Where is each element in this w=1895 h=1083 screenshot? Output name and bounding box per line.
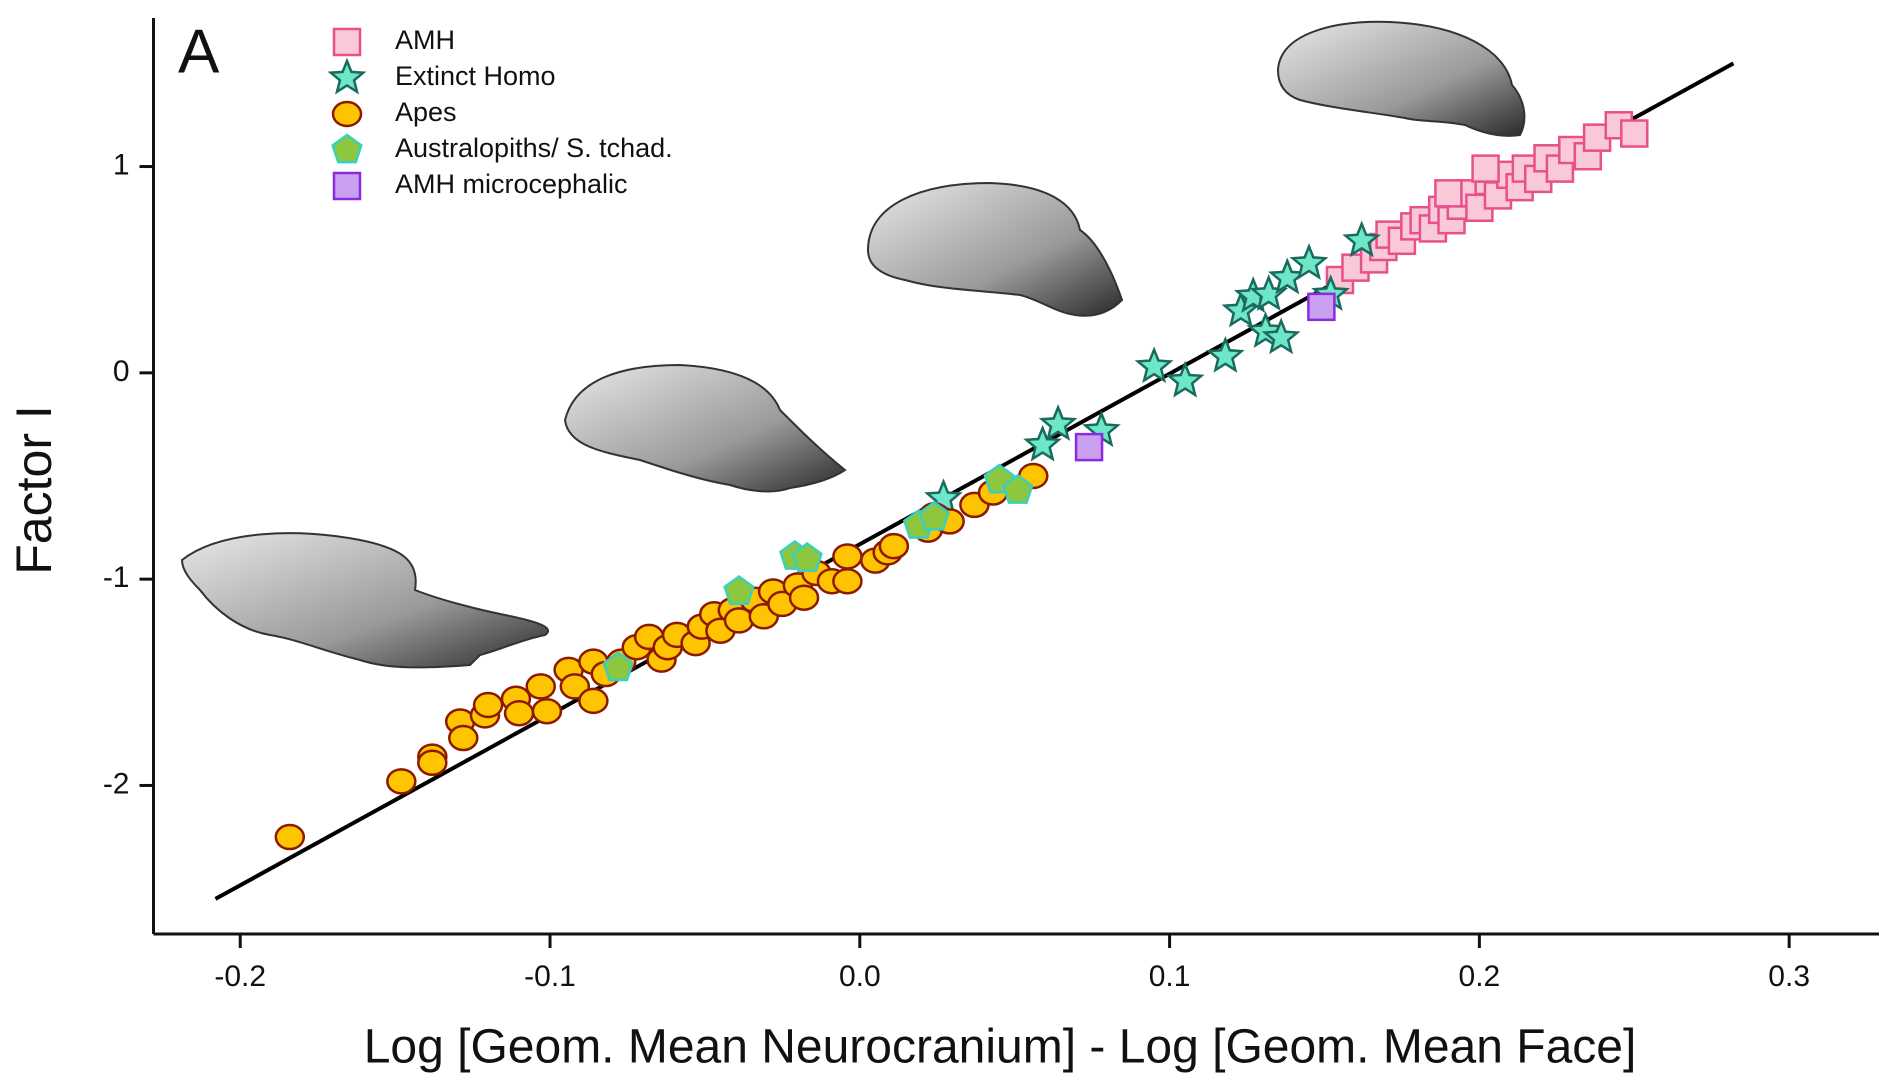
x-tick-label: 0.0 <box>839 960 881 993</box>
point <box>878 532 910 560</box>
y-tick-label: 0 <box>113 355 130 388</box>
point <box>448 724 479 752</box>
y-tick-label: 1 <box>113 148 130 181</box>
skull-modern-human <box>1276 20 1526 137</box>
panel-label: A <box>178 17 220 86</box>
legend-text: Australopiths/ S. tchad. <box>395 133 673 163</box>
point <box>525 673 556 700</box>
point <box>386 768 417 795</box>
y-tick-label: -1 <box>103 561 130 594</box>
skull-ape <box>180 532 550 669</box>
legend-text: Extinct Homo <box>395 61 556 91</box>
point <box>503 700 535 727</box>
skull-australopith <box>563 363 847 493</box>
y-axis-label: Factor I <box>6 405 62 574</box>
skull-illustrations <box>180 20 1526 669</box>
legend-marker <box>331 133 363 164</box>
point <box>274 823 306 851</box>
legend-marker <box>327 57 367 95</box>
legend-marker <box>331 100 363 128</box>
legend-marker <box>332 27 362 57</box>
point <box>832 567 863 595</box>
point <box>918 500 950 531</box>
x-tick-label: -0.1 <box>524 960 576 993</box>
x-tick-label: 0.2 <box>1459 960 1501 993</box>
legend-text: AMH microcephalic <box>395 169 628 199</box>
point <box>472 691 504 719</box>
point <box>417 749 448 777</box>
point <box>832 543 863 570</box>
point <box>1038 404 1078 441</box>
x-tick-label: 0.3 <box>1768 960 1810 993</box>
legend-marker <box>332 171 362 201</box>
y-tick-label: -2 <box>103 767 130 800</box>
x-tick-label: 0.1 <box>1149 960 1191 993</box>
point <box>1620 119 1649 148</box>
point <box>602 651 634 682</box>
point <box>788 584 820 611</box>
point <box>791 541 823 572</box>
point <box>1023 424 1062 462</box>
point <box>578 687 609 715</box>
point <box>723 574 755 605</box>
legend-text: Apes <box>395 97 457 127</box>
point <box>1289 243 1329 281</box>
legend-text: AMH <box>395 25 455 55</box>
skull-homo-erectus <box>866 181 1124 317</box>
point <box>1134 346 1174 384</box>
point <box>1206 335 1245 373</box>
point <box>1261 317 1301 355</box>
point <box>1307 292 1336 322</box>
point <box>1434 179 1463 208</box>
point <box>1074 432 1104 462</box>
x-tick-label: -0.2 <box>214 960 266 993</box>
x-axis-label: Log [Geom. Mean Neurocranium] - Log [Geo… <box>364 1021 1637 1074</box>
point <box>1165 360 1205 398</box>
point <box>1002 473 1034 504</box>
point <box>531 697 563 725</box>
point <box>1342 220 1381 258</box>
point <box>1471 154 1500 183</box>
